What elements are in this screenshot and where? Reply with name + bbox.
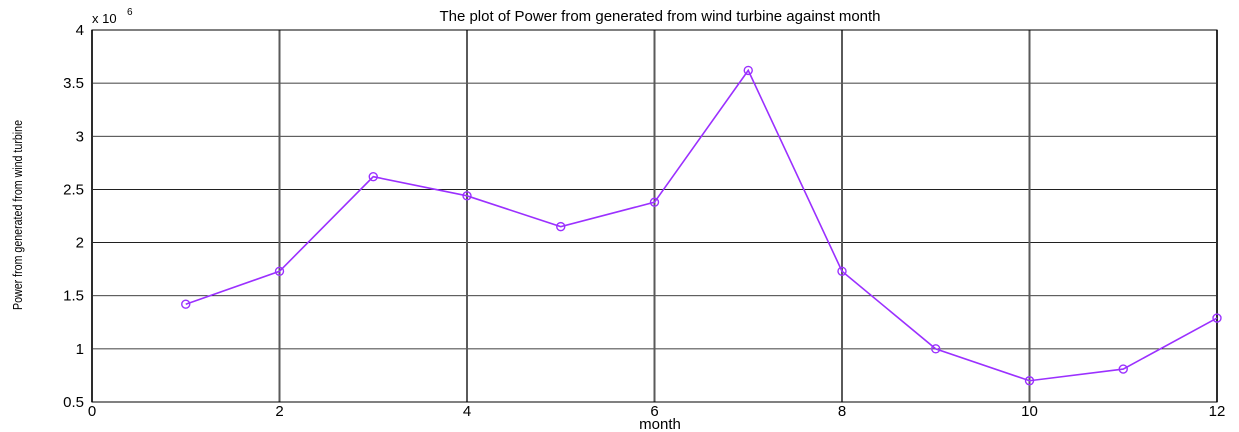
y-tick-label: 2.5 [63,181,84,198]
data-point [837,266,847,276]
chart-title: The plot of Power from generated from wi… [439,8,880,25]
y-axis-label: Power from generated from wind turbine [10,120,25,310]
y-tick-label: 4 [76,22,84,39]
y-tick-label: 1.5 [63,288,84,305]
x-tick-label: 6 [650,403,658,420]
y-tick-label: 3.5 [63,75,84,92]
x-tick-label: 0 [88,403,96,420]
x-tick-label: 12 [1209,403,1226,420]
data-point [1118,364,1128,374]
data-series [181,65,1222,386]
y-tick-label: 0.5 [63,394,84,411]
y-exponent-label: x 10 6 [92,7,133,26]
exponent-power: 6 [127,7,133,18]
data-point [649,197,660,207]
data-point [368,171,378,182]
grid [91,29,1218,403]
data-point [1024,376,1035,386]
data-point [931,344,941,354]
y-tick-label: 2 [76,235,84,252]
x-tick-label: 2 [275,403,283,420]
x-tick-label: 4 [463,403,471,420]
data-point [743,65,753,76]
data-point [274,266,285,276]
axis-ticks: 0 2 4 6 8 10 12 0.5 1 1.5 2 2.5 3 3.5 4 [63,22,1225,420]
data-point [462,191,472,201]
y-tick-label: 1 [76,341,84,358]
x-tick-label: 10 [1021,403,1038,420]
y-tick-label: 3 [76,128,84,145]
data-point [1212,313,1222,323]
x-axis-label: month [639,416,681,432]
data-point [556,221,566,232]
series-line [185,68,1218,382]
exponent-base: x 10 [92,11,117,26]
x-tick-label: 8 [838,403,846,420]
data-point [181,299,191,309]
plot-area-frame [91,29,1218,403]
